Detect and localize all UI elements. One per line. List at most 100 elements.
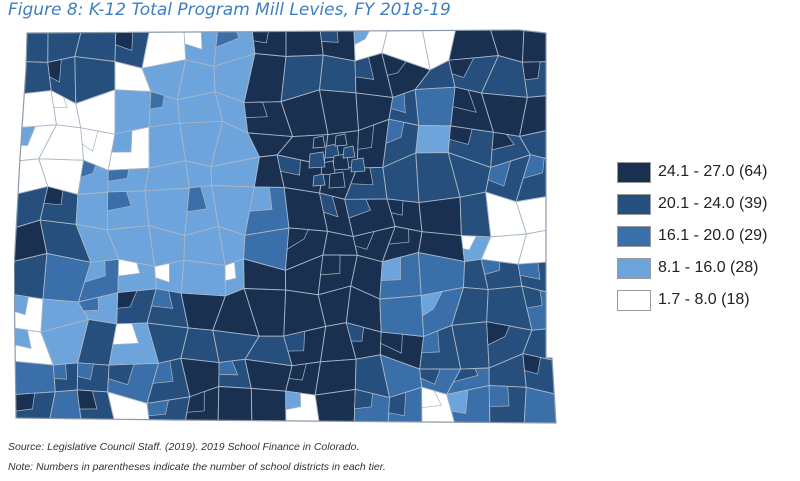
source-note: Source: Legislative Council Staff. (2019… (8, 441, 360, 453)
school-district (47, 59, 62, 83)
school-district (43, 186, 64, 206)
legend-label: 20.1 - 24.0 (39) (658, 195, 768, 212)
school-district (148, 122, 187, 169)
school-district (319, 30, 339, 43)
school-district (112, 323, 139, 345)
school-district (152, 360, 174, 384)
school-district (77, 296, 99, 312)
legend-item-tier-3: 16.1 - 20.0 (29) (617, 222, 767, 250)
school-district (487, 160, 512, 187)
school-district (319, 54, 357, 94)
legend-swatch (617, 225, 651, 247)
school-district (218, 360, 239, 376)
figure-title: Figure 8: K-12 Total Program Mill Levies… (8, 0, 451, 20)
legend-swatch (617, 257, 651, 279)
school-district (452, 86, 477, 113)
school-district (522, 30, 556, 63)
school-district (344, 198, 372, 219)
school-district (342, 145, 356, 159)
school-district (312, 135, 326, 149)
school-district (180, 259, 226, 297)
school-district (75, 191, 109, 231)
school-district (50, 89, 68, 109)
map-legend: 24.1 - 27.0 (64) 20.1 - 24.0 (39) 16.1 -… (617, 158, 767, 318)
school-district (151, 288, 174, 309)
school-district (388, 226, 410, 245)
school-district (521, 285, 543, 309)
school-district (414, 86, 456, 127)
school-district (354, 56, 375, 80)
school-district (350, 167, 374, 186)
school-district (14, 60, 52, 96)
school-district (334, 133, 348, 147)
school-district (345, 322, 365, 342)
school-district (288, 363, 307, 381)
school-district (53, 363, 67, 380)
school-district (107, 168, 130, 182)
school-district (379, 295, 425, 338)
school-district (285, 30, 324, 57)
school-district (522, 61, 541, 81)
school-district (146, 399, 169, 417)
school-district (250, 387, 287, 423)
school-district (314, 388, 356, 423)
colorado-district-map (14, 28, 558, 428)
school-district (352, 230, 375, 250)
school-district (80, 159, 97, 178)
school-district (308, 151, 326, 169)
school-district (243, 101, 268, 119)
school-district (14, 360, 56, 396)
school-district (116, 290, 138, 309)
school-district (386, 198, 404, 216)
school-district (215, 30, 240, 48)
legend-label: 16.1 - 20.0 (29) (658, 227, 768, 244)
school-district (448, 57, 475, 78)
legend-swatch (617, 193, 651, 215)
legend-item-tier-4: 8.1 - 16.0 (28) (617, 254, 767, 282)
school-district (286, 227, 309, 250)
school-district (357, 124, 375, 150)
school-district (415, 124, 452, 154)
school-district (446, 389, 469, 414)
school-district (149, 91, 165, 110)
legend-label: 1.7 - 8.0 (18) (658, 291, 750, 308)
legend-item-tier-5: 1.7 - 8.0 (18) (617, 286, 767, 314)
school-district (328, 171, 346, 189)
school-district (14, 90, 58, 129)
school-district (14, 294, 29, 316)
school-district (186, 391, 205, 413)
school-district (353, 30, 372, 46)
school-district (418, 196, 462, 237)
legend-item-tier-1: 24.1 - 27.0 (64) (617, 158, 767, 186)
school-district (108, 363, 135, 386)
school-district (80, 127, 99, 152)
school-district (154, 262, 170, 283)
school-district (276, 154, 301, 176)
legend-label: 8.1 - 16.0 (28) (658, 259, 759, 276)
school-district (319, 192, 339, 218)
school-district (354, 388, 373, 410)
school-district (523, 386, 556, 423)
school-district (350, 157, 366, 173)
school-district (186, 186, 208, 213)
school-district (461, 235, 477, 251)
school-district (14, 327, 32, 349)
school-district (491, 131, 515, 151)
school-district (76, 389, 98, 410)
school-district (77, 362, 94, 381)
legend-item-tier-2: 20.1 - 24.0 (39) (617, 190, 767, 218)
school-district (107, 191, 132, 212)
school-district (385, 118, 405, 144)
legend-label: 24.1 - 27.0 (64) (658, 163, 768, 180)
footnote: Note: Numbers in parentheses indicate th… (8, 461, 386, 473)
school-district (420, 291, 443, 317)
school-district (381, 52, 407, 76)
school-district (488, 385, 510, 408)
school-district (421, 386, 442, 408)
school-district (283, 330, 306, 352)
school-district (486, 321, 510, 346)
school-district (118, 258, 141, 277)
school-district (522, 154, 545, 179)
school-district (380, 256, 401, 281)
district-layer (14, 30, 556, 423)
